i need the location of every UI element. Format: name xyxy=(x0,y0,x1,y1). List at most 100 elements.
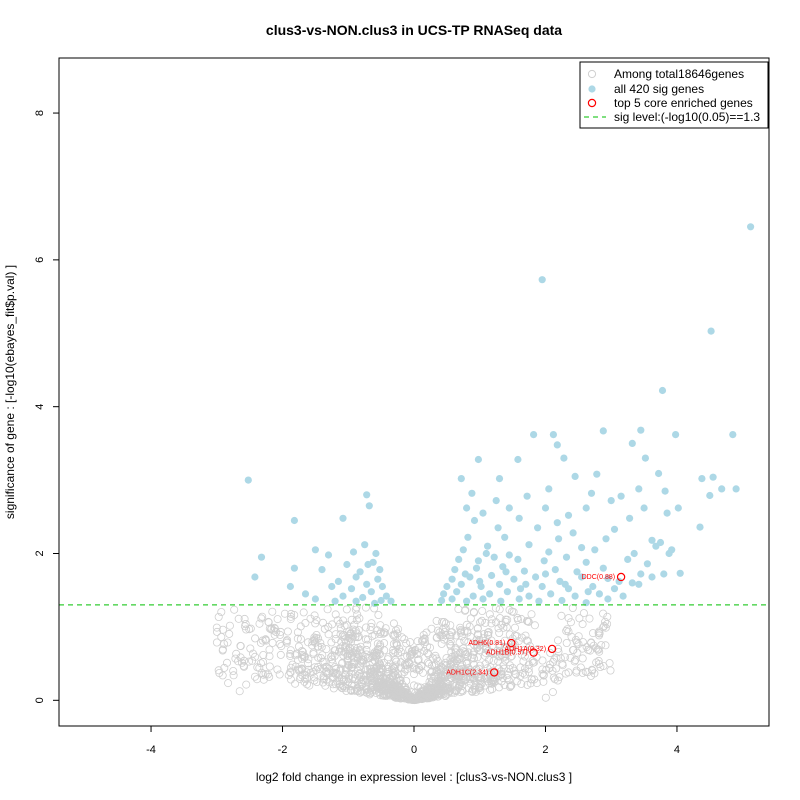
nonsig-point xyxy=(516,672,525,681)
sig-point xyxy=(676,569,684,577)
nonsig-point xyxy=(293,628,302,637)
sig-point xyxy=(347,585,356,593)
sig-point xyxy=(628,439,636,447)
nonsig-point xyxy=(230,605,239,614)
sig-point xyxy=(438,596,446,605)
nonsig-point xyxy=(310,633,319,642)
sig-point xyxy=(573,568,581,576)
nonsig-point xyxy=(286,652,295,661)
sig-point xyxy=(486,590,494,598)
nonsig-point xyxy=(333,616,342,625)
nonsig-point xyxy=(367,622,376,631)
nonsig-point xyxy=(594,645,603,654)
nonsig-point xyxy=(446,660,455,669)
nonsig-point xyxy=(578,654,587,663)
nonsig-point xyxy=(217,608,226,617)
sig-point xyxy=(443,582,451,591)
nonsig-point xyxy=(566,653,575,662)
nonsig-point xyxy=(562,639,571,648)
nonsig-point xyxy=(576,663,585,672)
sig-point xyxy=(637,426,645,434)
sig-point xyxy=(564,511,573,519)
nonsig-point xyxy=(301,652,310,661)
sig-point xyxy=(709,473,717,481)
nonsig-point xyxy=(232,649,241,658)
nonsig-point xyxy=(229,671,238,680)
sig-point xyxy=(582,558,590,566)
sig-point xyxy=(551,566,559,574)
nonsig-point xyxy=(391,626,400,635)
nonsig-point xyxy=(288,660,297,669)
sig-point xyxy=(377,596,385,605)
nonsig-point xyxy=(245,625,254,634)
nonsig-point xyxy=(352,616,361,625)
nonsig-point xyxy=(310,663,319,672)
nonsig-point xyxy=(240,614,249,623)
nonsig-point xyxy=(356,678,365,687)
nonsig-point xyxy=(361,635,370,644)
nonsig-point xyxy=(409,681,418,690)
nonsig-point xyxy=(501,650,510,659)
core-gene-label: ADH6(0.81) xyxy=(468,640,505,647)
sig-point xyxy=(553,441,561,449)
nonsig-point xyxy=(394,694,403,703)
x-axis: -4 -2 0 2 4 xyxy=(146,725,680,756)
sig-point xyxy=(520,567,529,575)
nonsig-point xyxy=(256,638,265,647)
sig-point xyxy=(556,577,564,586)
nonsig-point xyxy=(343,664,352,673)
nonsig-point xyxy=(480,630,489,639)
nonsig-point xyxy=(417,695,426,704)
core-gene-point xyxy=(490,668,499,677)
sig-point xyxy=(643,560,652,568)
nonsig-point xyxy=(286,675,295,684)
sig-point xyxy=(290,564,298,572)
nonsig-point xyxy=(312,631,321,640)
x-tick-label: 2 xyxy=(542,744,548,756)
nonsig-point xyxy=(346,628,355,637)
nonsig-point xyxy=(538,670,547,679)
nonsig-point xyxy=(541,693,550,702)
nonsig-point xyxy=(286,612,295,621)
nonsig-point xyxy=(462,667,471,676)
nonsig-point xyxy=(573,648,582,657)
nonsig-point xyxy=(302,680,311,689)
nonsig-point xyxy=(548,688,557,697)
nonsig-point xyxy=(250,672,259,681)
nonsig-point xyxy=(451,643,460,652)
nonsig-point xyxy=(309,650,318,659)
sig-point xyxy=(532,573,540,581)
nonsig-point xyxy=(440,628,449,637)
nonsig-point xyxy=(457,627,466,636)
nonsig-point xyxy=(361,603,370,612)
legend-marker-total xyxy=(587,69,597,79)
sig-point xyxy=(569,529,577,537)
nonsig-point xyxy=(217,633,226,642)
nonsig-point xyxy=(338,658,347,667)
nonsig-point xyxy=(276,650,285,659)
nonsig-point xyxy=(215,669,224,678)
sig-point xyxy=(324,551,333,559)
nonsig-point xyxy=(432,633,441,642)
nonsig-point xyxy=(374,611,383,620)
sig-point xyxy=(665,549,673,558)
nonsig-point xyxy=(495,683,504,692)
nonsig-point xyxy=(418,668,427,677)
sig-point xyxy=(374,575,382,583)
sig-point xyxy=(301,590,310,598)
nonsig-point xyxy=(308,668,317,677)
nonsig-point xyxy=(304,638,313,647)
sig-point xyxy=(455,555,463,564)
nonsig-point xyxy=(317,642,326,651)
sig-point xyxy=(545,485,553,493)
nonsig-point xyxy=(214,666,223,675)
nonsig-point xyxy=(453,653,462,662)
sig-point xyxy=(343,560,351,569)
nonsig-point xyxy=(276,630,285,639)
nonsig-point xyxy=(496,641,505,650)
nonsig-point xyxy=(225,621,234,630)
core-gene-point xyxy=(547,644,557,654)
nonsig-point xyxy=(283,627,292,636)
sig-point xyxy=(514,455,522,464)
nonsig-point xyxy=(339,681,348,690)
